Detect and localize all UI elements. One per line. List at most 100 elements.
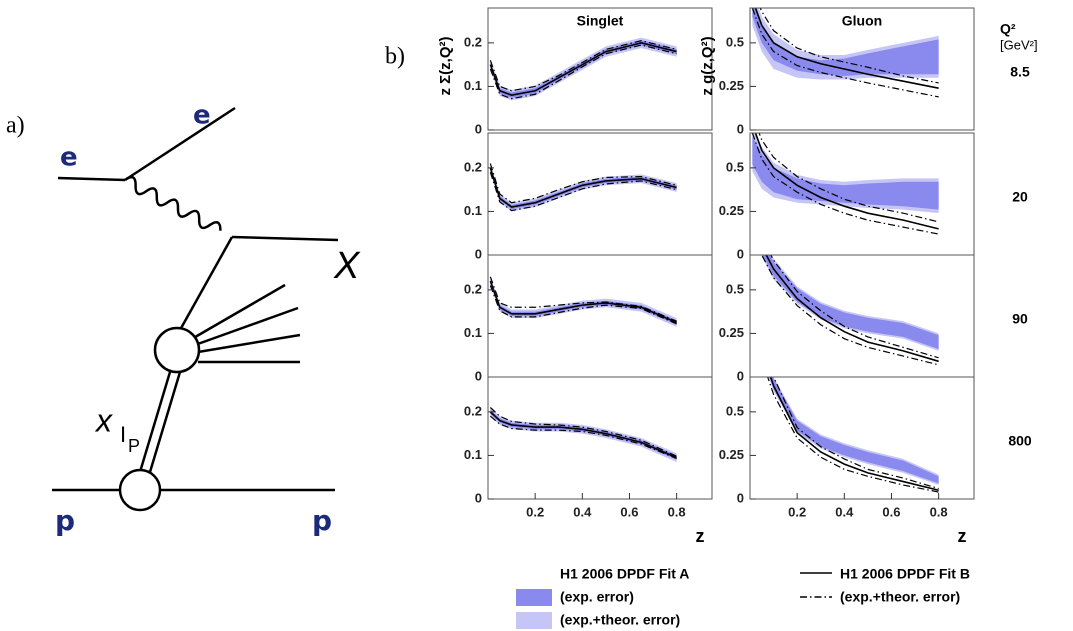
fit-line [489,276,677,322]
fit-line [489,42,677,96]
fit-line [489,415,677,460]
pomeron [148,371,182,473]
label: e [60,143,78,173]
y-tick-label: 0 [737,246,744,261]
fragment [194,306,299,347]
legend-title: H1 2006 DPDF Fit B [840,566,970,582]
y-tick-label: 0.2 [464,34,482,49]
y-tick-label: 0.25 [719,78,744,93]
error-band [769,377,939,484]
fit-line [754,133,939,230]
photon [124,175,222,231]
label: p [55,504,75,537]
error-band [752,136,939,210]
x-tick-label: 0.4 [573,504,592,519]
error-band [490,407,677,462]
panel-title: Singlet [577,13,624,29]
x-axis-label: z [696,526,705,546]
y-tick-label: 0.5 [726,34,744,49]
y-tick-label: 0 [737,490,744,505]
x-tick-label: 0.6 [882,504,900,519]
y-tick-label: 0.2 [464,159,482,174]
error-band [752,8,939,76]
fit-line [489,411,677,459]
fit-line [769,377,939,492]
fit-line [489,285,677,325]
legend-label: (exp. error) [560,589,634,605]
q2-value: 90 [1012,311,1028,327]
x-tick-label: 0.4 [835,504,854,519]
legend-swatch [516,589,552,606]
legend-label: (exp.+theor. error) [840,589,960,605]
blob [153,326,201,374]
error-band [762,255,939,350]
legend-swatch [516,612,552,629]
panel [767,377,939,493]
y-tick-label: 0.2 [464,281,482,296]
x-line [231,235,339,242]
q2-header: Q² [1000,21,1016,37]
x-tick-label: 0.8 [930,504,948,519]
fit-line [761,255,939,366]
y-tick-label: 0 [475,490,482,505]
error-band [490,163,677,212]
y-tick-label: 0 [737,368,744,383]
quark-line [178,236,234,331]
error-band [490,409,677,460]
fragment [197,333,301,354]
q2-value: 20 [1012,189,1028,205]
electron-out [124,106,236,182]
panel-label: b) [385,44,405,70]
y-tick-label: 0.25 [719,203,744,218]
feynman-diagram [52,106,339,512]
y-tick-label: 0 [475,246,482,261]
electron-in [57,176,126,182]
panel [751,133,939,235]
panel [751,8,939,98]
panel-label: a) [6,113,25,139]
fit-line [489,407,677,457]
fit-line [758,133,939,223]
y-tick-label: 0.5 [726,159,744,174]
fit-line [754,8,939,89]
y-axis-label: z g(z,Q²) [699,36,716,95]
q2-unit: [GeV²] [1000,37,1038,52]
y-tick-label: 0.1 [464,203,482,218]
label: p [312,504,332,537]
fit-line [489,280,677,324]
q2-value: 800 [1008,433,1032,449]
fit-line [770,255,939,359]
y-tick-label: 0.1 [464,325,482,340]
y-tick-label: 0.5 [726,403,744,418]
x-tick-label: 0.8 [668,504,686,519]
panel [761,255,939,366]
fit-line [751,8,939,98]
error-band [768,377,939,486]
y-tick-label: 0.25 [719,447,744,462]
panel [489,163,677,212]
panel [489,407,677,462]
fit-line [489,167,677,208]
label: I [120,422,126,447]
panel-title: Gluon [842,13,882,29]
label: e [193,101,211,131]
y-axis-label: z Σ(z,Q²) [437,37,454,96]
x-axis-label: z [958,526,967,546]
panel [489,276,677,327]
pomeron [138,371,172,473]
y-tick-label: 0.25 [719,325,744,340]
fit-line [772,377,939,490]
x-tick-label: 0.2 [788,504,806,519]
error-band [490,40,677,98]
fit-line [767,377,939,493]
label: P [128,436,140,456]
label: x [94,402,113,438]
panel-frame [487,376,713,500]
y-tick-label: 0 [475,121,482,136]
panel-frame [749,7,975,131]
fit-line [489,172,677,212]
legend: H1 2006 DPDF Fit A (exp. error) (exp.+th… [560,566,970,628]
panel-frame [749,376,975,500]
fit-line [489,40,677,92]
